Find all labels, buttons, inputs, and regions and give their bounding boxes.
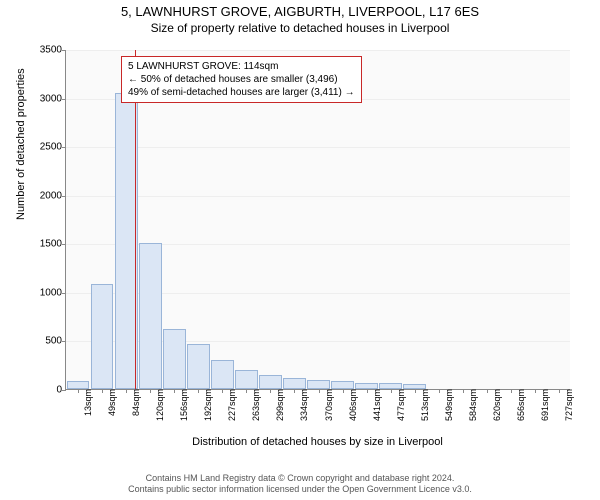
x-tick: 549sqm (442, 389, 454, 421)
footer-line-2: Contains public sector information licen… (0, 484, 600, 496)
bar (91, 284, 114, 389)
x-tick: 84sqm (129, 389, 141, 416)
x-tick: 334sqm (297, 389, 309, 421)
x-tick: 477sqm (394, 389, 406, 421)
x-tick: 156sqm (177, 389, 189, 421)
x-tick: 227sqm (225, 389, 237, 421)
x-tick: 584sqm (466, 389, 478, 421)
x-tick: 299sqm (273, 389, 285, 421)
bar (307, 380, 330, 389)
annotation-line-2: ← 50% of detached houses are smaller (3,… (128, 73, 355, 86)
bar (283, 378, 306, 389)
x-tick: 49sqm (105, 389, 117, 416)
chart-area: Number of detached properties 0500100015… (65, 50, 570, 420)
bar (259, 375, 282, 389)
annotation-line-3: 49% of semi-detached houses are larger (… (128, 86, 355, 99)
bar (67, 381, 90, 389)
x-tick: 192sqm (201, 389, 213, 421)
bar (187, 344, 210, 389)
plot-area: 050010001500200025003000350013sqm49sqm84… (65, 50, 570, 390)
chart-title: 5, LAWNHURST GROVE, AIGBURTH, LIVERPOOL,… (0, 0, 600, 19)
x-tick: 263sqm (249, 389, 261, 421)
x-tick: 120sqm (153, 389, 165, 421)
x-tick: 620sqm (490, 389, 502, 421)
chart-subtitle: Size of property relative to detached ho… (0, 19, 600, 35)
x-axis-label: Distribution of detached houses by size … (65, 436, 570, 448)
x-tick: 656sqm (514, 389, 526, 421)
footer-line-1: Contains HM Land Registry data © Crown c… (0, 473, 600, 485)
bar (331, 381, 354, 389)
x-tick: 513sqm (418, 389, 430, 421)
bar (163, 329, 186, 389)
footer: Contains HM Land Registry data © Crown c… (0, 473, 600, 496)
x-tick: 406sqm (346, 389, 358, 421)
bar (235, 370, 258, 389)
bar (211, 360, 234, 389)
x-tick: 370sqm (322, 389, 334, 421)
annotation-box: 5 LAWNHURST GROVE: 114sqm← 50% of detach… (121, 56, 362, 103)
annotation-line-1: 5 LAWNHURST GROVE: 114sqm (128, 60, 355, 73)
bar (139, 243, 162, 389)
x-tick: 13sqm (81, 389, 93, 416)
y-axis-label: Number of detached properties (15, 68, 27, 220)
x-tick: 727sqm (562, 389, 574, 421)
chart-container: 5, LAWNHURST GROVE, AIGBURTH, LIVERPOOL,… (0, 0, 600, 500)
x-tick: 441sqm (370, 389, 382, 421)
x-tick: 691sqm (538, 389, 550, 421)
